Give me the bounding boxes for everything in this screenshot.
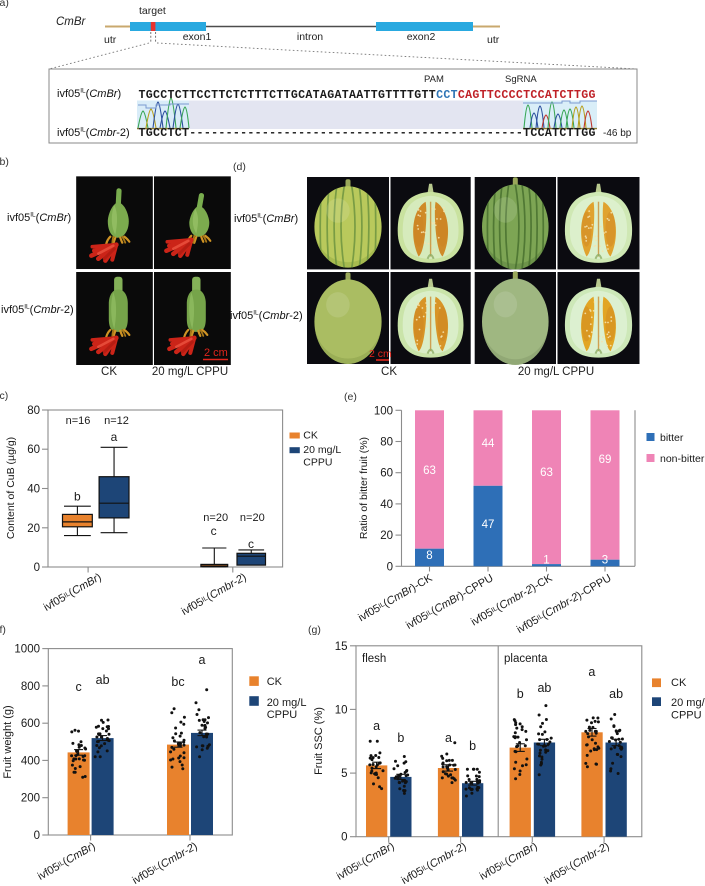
svg-text:ab: ab bbox=[537, 681, 551, 695]
svg-text:20 mg/L: 20 mg/L bbox=[303, 444, 341, 456]
svg-text:ivf05IL(Cmbr-2): ivf05IL(Cmbr-2) bbox=[399, 840, 468, 886]
svg-text:a: a bbox=[588, 665, 595, 679]
svg-text:20 mg/L: 20 mg/L bbox=[671, 697, 705, 709]
svg-text:c: c bbox=[248, 537, 254, 551]
svg-text:40: 40 bbox=[380, 499, 393, 511]
svg-text:60: 60 bbox=[27, 444, 40, 456]
svg-text:0: 0 bbox=[34, 830, 40, 842]
svg-text:ivf05IL(CmBr): ivf05IL(CmBr) bbox=[335, 840, 397, 883]
svg-text:0: 0 bbox=[341, 832, 347, 844]
svg-text:600: 600 bbox=[21, 718, 40, 730]
svg-text:flesh: flesh bbox=[362, 653, 386, 665]
svg-text:placenta: placenta bbox=[504, 653, 548, 665]
svg-text:20 mg/L: 20 mg/L bbox=[267, 697, 307, 709]
svg-text:b: b bbox=[74, 490, 81, 504]
svg-text:1: 1 bbox=[543, 555, 549, 567]
svg-text:2 cm: 2 cm bbox=[369, 348, 392, 360]
svg-text:47: 47 bbox=[482, 519, 495, 531]
svg-text:a: a bbox=[373, 719, 380, 733]
svg-text:20: 20 bbox=[27, 523, 40, 535]
svg-text:2 cm: 2 cm bbox=[204, 347, 228, 359]
svg-text:80: 80 bbox=[27, 405, 40, 417]
svg-text:n=12: n=12 bbox=[104, 415, 129, 427]
svg-text:bitter: bitter bbox=[660, 432, 684, 444]
svg-text:CK: CK bbox=[671, 677, 687, 689]
svg-text:CPPU: CPPU bbox=[267, 709, 298, 721]
svg-text:CPPU: CPPU bbox=[303, 457, 332, 469]
svg-text:ab: ab bbox=[96, 673, 110, 687]
svg-text:Fruit SSC (%): Fruit SSC (%) bbox=[313, 707, 325, 775]
svg-text:8: 8 bbox=[426, 550, 432, 562]
svg-text:5: 5 bbox=[341, 768, 347, 780]
svg-text:15: 15 bbox=[335, 641, 348, 653]
svg-text:CK: CK bbox=[267, 676, 283, 688]
svg-text:n=20: n=20 bbox=[240, 512, 265, 524]
svg-text:1000: 1000 bbox=[14, 644, 40, 656]
svg-text:n=16: n=16 bbox=[66, 415, 91, 427]
svg-text:40: 40 bbox=[27, 484, 40, 496]
svg-text:Content of CuB (µg/g): Content of CuB (µg/g) bbox=[5, 437, 17, 539]
svg-text:a: a bbox=[445, 731, 452, 745]
svg-text:60: 60 bbox=[380, 468, 393, 480]
svg-text:a: a bbox=[199, 653, 206, 667]
svg-text:44: 44 bbox=[482, 438, 495, 450]
svg-text:bc: bc bbox=[171, 675, 184, 689]
svg-text:b: b bbox=[397, 731, 404, 745]
svg-text:ab: ab bbox=[609, 687, 623, 701]
svg-text:CPPU: CPPU bbox=[671, 710, 702, 722]
svg-text:0: 0 bbox=[34, 562, 40, 574]
svg-text:400: 400 bbox=[21, 755, 40, 767]
svg-text:b: b bbox=[469, 739, 476, 753]
svg-text:0: 0 bbox=[387, 561, 393, 573]
svg-text:a: a bbox=[111, 430, 118, 444]
svg-text:ivf05IL(CmBr): ivf05IL(CmBr) bbox=[478, 840, 540, 883]
svg-text:63: 63 bbox=[423, 465, 436, 477]
svg-text:c: c bbox=[211, 524, 217, 538]
svg-text:c: c bbox=[75, 680, 81, 694]
svg-text:10: 10 bbox=[335, 704, 348, 716]
svg-text:69: 69 bbox=[599, 454, 612, 466]
svg-text:100: 100 bbox=[374, 405, 393, 417]
svg-text:80: 80 bbox=[380, 437, 393, 449]
svg-text:200: 200 bbox=[21, 793, 40, 805]
svg-text:800: 800 bbox=[21, 681, 40, 693]
svg-text:20: 20 bbox=[380, 530, 393, 542]
svg-text:Fruit weight (g): Fruit weight (g) bbox=[2, 705, 14, 778]
svg-text:Ratio of bitter fruit (%): Ratio of bitter fruit (%) bbox=[358, 437, 370, 539]
svg-text:3: 3 bbox=[602, 555, 608, 567]
svg-text:non-bitter: non-bitter bbox=[660, 453, 705, 465]
svg-text:b: b bbox=[517, 687, 524, 701]
svg-text:n=20: n=20 bbox=[203, 512, 228, 524]
svg-text:ivf05IL(Cmbr-2): ivf05IL(Cmbr-2) bbox=[542, 840, 611, 886]
svg-text:CK: CK bbox=[303, 430, 318, 442]
svg-text:63: 63 bbox=[540, 467, 553, 479]
